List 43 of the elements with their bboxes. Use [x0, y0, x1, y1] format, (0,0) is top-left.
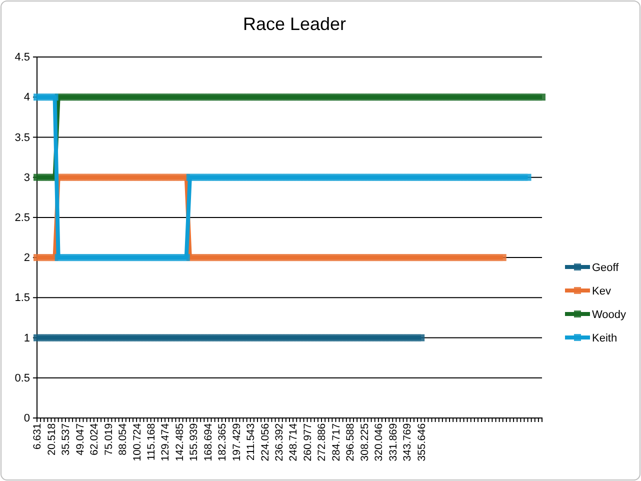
y-tick-label: 1 [24, 332, 30, 344]
x-tick-label: 236.392 [274, 423, 286, 462]
x-tick-label: 155.939 [188, 423, 200, 462]
x-tick-label: 331.869 [387, 423, 400, 462]
x-tick-label: 182.365 [216, 423, 229, 462]
x-tick-label: 115.168 [145, 423, 158, 460]
y-tick-label: 4 [24, 92, 30, 104]
legend-label: Geoff [592, 262, 620, 274]
legend-label: Kev [592, 286, 612, 298]
x-tick-label: 35.537 [60, 423, 72, 456]
x-tick-label: 296.588 [344, 423, 357, 462]
x-tick-label: 88.054 [117, 423, 130, 456]
legend-label: Woody [592, 309, 627, 321]
x-tick-label: 343.769 [402, 423, 414, 462]
y-tick-label: 2 [24, 252, 30, 264]
chart-title: Race Leader [242, 14, 346, 34]
x-tick-label: 355.646 [416, 423, 428, 462]
x-tick-label: 20.518 [46, 423, 58, 456]
legend-label: Keith [592, 332, 618, 344]
x-tick-label: 308.225 [358, 423, 371, 462]
x-tick-label: 320.046 [373, 423, 386, 462]
x-tick-label: 248.714 [288, 423, 300, 462]
x-tick-label: 142.485 [174, 423, 186, 462]
y-tick-label: 3 [24, 172, 30, 184]
x-tick-label: 49.047 [74, 423, 86, 456]
y-tick-label: 4.5 [14, 52, 30, 64]
x-tick-label: 211.543 [245, 423, 258, 460]
y-tick-label: 0.5 [14, 372, 30, 384]
x-tick-label: 100.724 [131, 423, 144, 462]
x-tick-label: 6.631 [32, 423, 44, 450]
y-tick-label: 1.5 [14, 292, 30, 304]
y-tick-label: 2.5 [14, 212, 30, 224]
x-tick-label: 260.977 [302, 423, 314, 462]
x-tick-label: 75.019 [102, 423, 115, 456]
x-tick-label: 197.429 [230, 423, 243, 462]
x-tick-label: 224.056 [259, 423, 272, 462]
x-tick-label: 62.024 [88, 423, 101, 456]
y-tick-label: 3.5 [14, 132, 30, 144]
x-tick-label: 272.886 [316, 423, 328, 462]
x-tick-label: 284.717 [330, 423, 342, 462]
x-tick-label: 168.694 [202, 423, 214, 462]
x-tick-label: 129.474 [160, 423, 172, 462]
y-tick-label: 0 [24, 412, 30, 425]
